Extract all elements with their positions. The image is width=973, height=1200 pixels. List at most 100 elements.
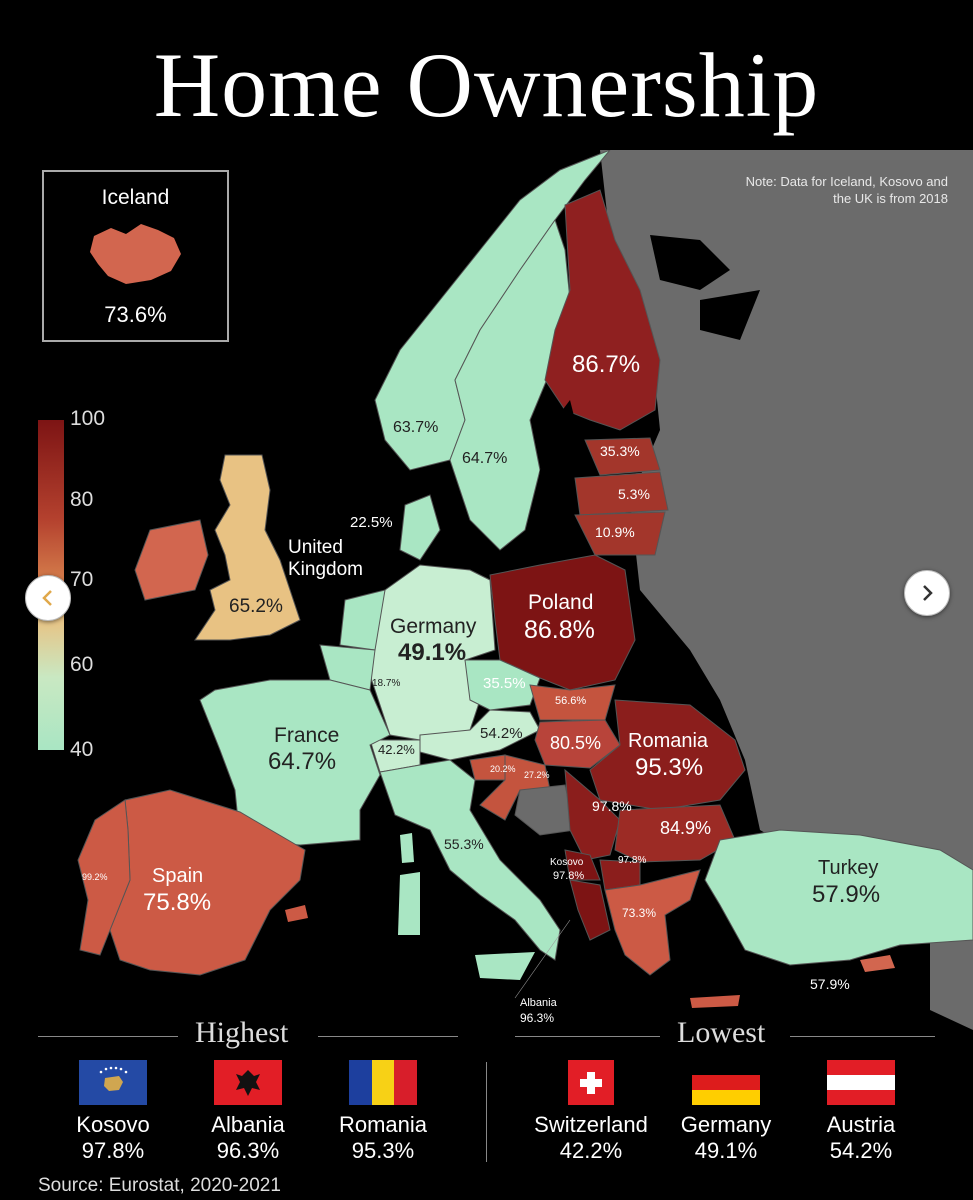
label-germany: 49.1%: [398, 639, 466, 666]
legend-tick-70: 70: [70, 568, 94, 591]
label-bulgaria: 84.9%: [660, 818, 711, 838]
country-france: [199, 679, 391, 846]
source-note: Source: Eurostat, 2020-2021: [38, 1175, 281, 1196]
highest-3-value: 95.3%: [351, 1138, 415, 1163]
country-kosovo: [564, 849, 601, 881]
russia-region: [600, 150, 973, 1030]
label-albania: 96.3%: [520, 1011, 554, 1025]
label-switzerland: 42.2%: [378, 742, 415, 757]
germany-flag: [692, 1060, 760, 1105]
country-serbia: [564, 768, 621, 861]
next-button[interactable]: [904, 570, 950, 616]
label-lithuania: 10.9%: [595, 524, 635, 540]
iceland-shape: [90, 224, 181, 284]
label-turkey: 57.9%: [812, 881, 880, 908]
country-hungary: [534, 719, 621, 769]
country-albania: [569, 879, 611, 941]
page-title: Home Ownership: [153, 34, 820, 136]
country-romania: [589, 699, 746, 811]
romania-flag: [349, 1060, 417, 1105]
previous-button[interactable]: [25, 575, 71, 621]
highest-rule-left: [38, 1036, 178, 1037]
label-czechia: 35.5%: [483, 675, 526, 692]
highest-1-name: Kosovo: [76, 1112, 150, 1137]
country-latvia: [574, 471, 669, 516]
label-uk: 65.2%: [229, 596, 283, 617]
lowest-rule-right: [790, 1036, 935, 1037]
label-latvia: 5.3%: [618, 486, 650, 502]
label-slovakia: 56.6%: [555, 695, 586, 707]
country-croatia: [479, 754, 551, 821]
label-france-name: France: [274, 724, 339, 747]
highest-3-name: Romania: [338, 1112, 428, 1137]
lowest-3-value: 54.2%: [829, 1138, 893, 1163]
country-finland: [544, 189, 661, 431]
crete: [690, 995, 740, 1008]
country-uk: [194, 454, 301, 641]
europe-map: 63.7% 64.7% 86.7% 35.3% 5.3% 10.9% 22.5%…: [77, 150, 973, 1030]
label-france: 64.7%: [268, 748, 336, 775]
label-kosovo-name: Kosovo: [550, 857, 584, 868]
country-italy: [379, 759, 561, 961]
label-austria: 54.2%: [480, 725, 523, 742]
lowest-2-name: Germany: [680, 1112, 772, 1137]
country-lithuania: [574, 511, 666, 556]
label-turkey-name: Turkey: [818, 857, 878, 879]
iceland-name: Iceland: [101, 186, 170, 209]
highest-2-name: Albania: [211, 1112, 285, 1137]
section-divider: [486, 1062, 487, 1162]
label-croatia: 27.2%: [524, 770, 550, 780]
legend-tick-60: 60: [70, 653, 94, 676]
austria-flag: [827, 1060, 895, 1105]
country-slovakia: [529, 684, 616, 721]
label-germany-name: Germany: [390, 615, 477, 638]
legend-tick-80: 80: [70, 488, 94, 511]
label-luxembourg: 18.7%: [372, 678, 400, 689]
country-greece: [604, 869, 701, 976]
country-poland: [489, 554, 636, 691]
label-kosovo: 97.8%: [553, 870, 584, 882]
country-ireland: [134, 519, 209, 601]
label-estonia: 35.3%: [600, 443, 640, 459]
iceland-inset: Iceland 73.6%: [42, 170, 229, 342]
highest-rule-right: [318, 1036, 458, 1037]
lowest-1-value: 42.2%: [559, 1138, 623, 1163]
albania-pointer: [514, 919, 571, 999]
lowest-rule-left: [515, 1036, 660, 1037]
sicily: [475, 952, 535, 980]
label-poland: 86.8%: [524, 616, 595, 644]
label-romania: 95.3%: [635, 754, 703, 781]
label-portugal: 99.2%: [82, 872, 108, 882]
highest-heading: Highest: [195, 1016, 289, 1049]
legend-tick-100: 100: [70, 407, 106, 430]
kosovo-flag: [79, 1060, 147, 1105]
country-bulgaria: [614, 804, 736, 863]
label-north-macedonia: 97.8%: [618, 855, 646, 866]
label-denmark: 22.5%: [350, 514, 393, 531]
balearic-islands: [285, 905, 308, 922]
highest-1-value: 97.8%: [81, 1138, 145, 1163]
label-serbia: 97.8%: [592, 798, 632, 814]
country-czechia: [464, 659, 541, 711]
chevron-left-icon: [42, 590, 52, 606]
country-cyprus: [860, 955, 895, 972]
baltic-sea: [530, 400, 580, 545]
legend-tick-40: 40: [70, 738, 94, 761]
albania-flag: [214, 1060, 282, 1105]
label-italy: 55.3%: [444, 836, 484, 852]
switzerland-flag: [568, 1060, 614, 1105]
label-spain: 75.8%: [143, 889, 211, 916]
label-greece: 73.3%: [622, 906, 656, 920]
label-romania-name: Romania: [628, 730, 709, 752]
label-hungary: 80.5%: [550, 733, 601, 753]
data-note: Note: Data for Iceland, Kosovo and the U…: [745, 174, 948, 206]
country-portugal: [77, 799, 131, 956]
chevron-right-icon: [923, 585, 933, 601]
highest-2-value: 96.3%: [216, 1138, 280, 1163]
label-poland-name: Poland: [528, 591, 593, 614]
lowest-3-name: Austria: [826, 1112, 896, 1137]
label-uk-name-1: United: [288, 537, 343, 558]
sardinia: [398, 872, 420, 935]
label-slovenia: 20.2%: [490, 764, 516, 774]
label-sweden: 64.7%: [462, 450, 507, 467]
